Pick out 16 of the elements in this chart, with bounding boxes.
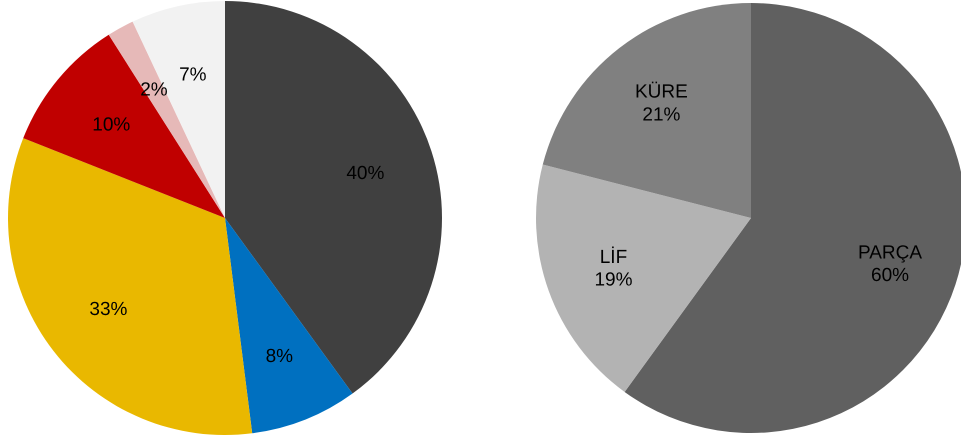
pie-slice — [132, 1, 225, 218]
slice-label: LİF — [600, 246, 628, 268]
data-label: 40% — [346, 163, 384, 184]
data-label: 60% — [871, 265, 910, 286]
data-label: 8% — [266, 346, 294, 367]
pie-slice — [225, 218, 353, 434]
slice-label: KÜRE — [634, 82, 688, 103]
slice-label: PARÇA — [858, 242, 922, 264]
pie-slice — [225, 1, 442, 394]
pie-slice — [23, 34, 225, 218]
data-label: 7% — [179, 64, 207, 86]
data-label: 21% — [642, 104, 681, 126]
data-label: 19% — [594, 270, 633, 291]
data-label: 33% — [89, 299, 128, 320]
pie-slice — [8, 138, 252, 435]
data-label: 10% — [92, 114, 130, 136]
